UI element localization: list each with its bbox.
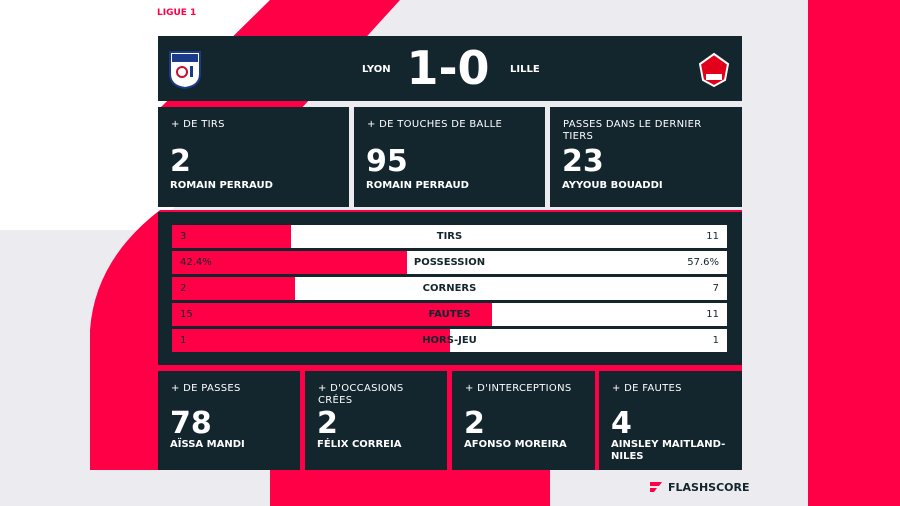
- away-value: 11: [706, 309, 719, 320]
- stat-label: CORNERS: [422, 283, 477, 294]
- leader-card: + DE PASSES 78 AÏSSA MANDI: [158, 371, 300, 470]
- leader-value: 78: [170, 406, 212, 441]
- league: LIGUE 1: [157, 8, 197, 18]
- leader-value: 2: [170, 144, 191, 179]
- leader-card: + DE TIRS 2 ROMAIN PERRAUD: [158, 107, 349, 207]
- home-bar: [172, 303, 493, 326]
- home-bar: [172, 251, 408, 274]
- stat-row: 1 HORS-JEU 1: [172, 329, 727, 352]
- leader-value: 95: [366, 144, 408, 179]
- stat-label: POSSESSION: [413, 257, 486, 268]
- leader-value: 23: [562, 144, 604, 179]
- stat-label: FAUTES: [428, 309, 471, 320]
- stat-row: 15 FAUTES 11: [172, 303, 727, 326]
- away-team: LILLE: [510, 64, 540, 75]
- leader-label: + DE TIRS: [171, 119, 225, 130]
- stat-label: HORS-JEU: [422, 335, 477, 346]
- brand: FLASHSCORE: [648, 480, 750, 494]
- leader-value: 2: [317, 406, 338, 441]
- brand-icon: [650, 482, 662, 492]
- leader-card: PASSES DANS LE DERNIER TIERS 23 AYYOUB BOU…: [550, 107, 742, 207]
- leader-card: + DE TOUCHES DE BALLE 95 ROMAIN PERRAUD: [354, 107, 545, 207]
- leader-player: FÉLIX CORREIA: [317, 439, 402, 450]
- stat-row: 2 CORNERS 7: [172, 277, 727, 300]
- leader-card: + D'OCCASIONS CRÉES 2 FÉLIX CORREIA: [305, 371, 447, 470]
- leader-value: 2: [464, 406, 485, 441]
- away-value: 1: [712, 335, 719, 346]
- home-value: 3: [180, 231, 187, 242]
- home-team: LYON: [362, 64, 391, 75]
- leader-player: AINSLEY MAITLAND-NILES: [611, 439, 726, 462]
- leader-label: + D'OCCASIONS CRÉES: [318, 383, 404, 406]
- home-value: 1: [180, 335, 187, 346]
- leader-player: AYYOUB BOUADDI: [562, 180, 663, 191]
- leader-label: PASSES DANS LE DERNIER TIERS: [563, 119, 702, 142]
- away-value: 11: [706, 231, 719, 242]
- leader-card: + DE FAUTES 4 AINSLEY MAITLAND-NILES: [599, 371, 742, 470]
- home-value: 2: [180, 283, 187, 294]
- leader-label: + DE PASSES: [171, 383, 241, 394]
- home-bar: [172, 225, 291, 248]
- stat-label: TIRS: [436, 231, 463, 242]
- away-value: 7: [712, 283, 719, 294]
- brand-name: FLASHSCORE: [668, 480, 750, 494]
- leader-player: AFONSO MOREIRA: [464, 439, 567, 450]
- leader-label: + DE FAUTES: [612, 383, 682, 394]
- leader-label: + DE TOUCHES DE BALLE: [367, 119, 503, 130]
- stat-row: 3 TIRS 11: [172, 225, 727, 248]
- leader-value: 4: [611, 406, 632, 441]
- home-bar: [172, 329, 450, 352]
- match-header: LYON 1-0 LILLE: [158, 36, 742, 101]
- crests: [169, 51, 730, 90]
- stats-panel: 3 TIRS 11 42.4% POSSESSION 57.6% 2 CORNERS 7 15 FA…: [158, 212, 742, 365]
- score: 1-0: [406, 41, 490, 95]
- leader-player: ROMAIN PERRAUD: [170, 180, 273, 191]
- home-bar: [172, 277, 296, 300]
- home-value: 42.4%: [180, 257, 212, 268]
- leader-player: AÏSSA MANDI: [170, 439, 245, 450]
- away-value: 57.6%: [687, 257, 719, 268]
- leader-card: + D'INTERCEPTIONS 2 AFONSO MOREIRA: [452, 371, 595, 470]
- home-value: 15: [180, 309, 193, 320]
- leader-player: ROMAIN PERRAUD: [366, 180, 469, 191]
- stat-row: 42.4% POSSESSION 57.6%: [172, 251, 727, 274]
- leader-label: + D'INTERCEPTIONS: [465, 383, 572, 394]
